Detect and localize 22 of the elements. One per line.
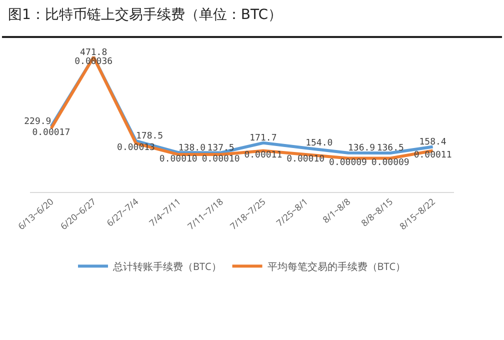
data-label: 178.5 <box>136 132 164 142</box>
data-label: 0.00017 <box>32 128 70 138</box>
data-label: 136.9 <box>348 144 376 154</box>
data-label: 471.8 <box>80 48 108 58</box>
data-label: 0.00011 <box>414 150 452 161</box>
data-label: 0.00013 <box>117 143 155 154</box>
data-label: 136.5 <box>376 144 404 154</box>
data-label: 0.00009 <box>371 158 410 168</box>
data-label: 138.0 <box>178 143 206 154</box>
data-label: 158.4 <box>419 137 446 148</box>
data-label: 154.0 <box>306 138 333 149</box>
data-label: 0.00009 <box>329 158 367 168</box>
data-label: 0.00011 <box>244 150 282 161</box>
data-label: 0.00010 <box>286 154 325 164</box>
chart-title: 图1：比特币链上交易手续费（单位：BTC） <box>8 6 282 24</box>
legend-label: 总计转账手续费（BTC） <box>112 259 222 274</box>
legend-label: 平均每笔交易的手续费（BTC） <box>267 259 406 274</box>
data-label: 0.00010 <box>159 154 198 164</box>
data-label: 229.9 <box>24 117 52 128</box>
data-label: 171.7 <box>250 134 277 144</box>
data-label: 137.5 <box>207 143 234 154</box>
data-label: 0.00010 <box>202 154 240 164</box>
